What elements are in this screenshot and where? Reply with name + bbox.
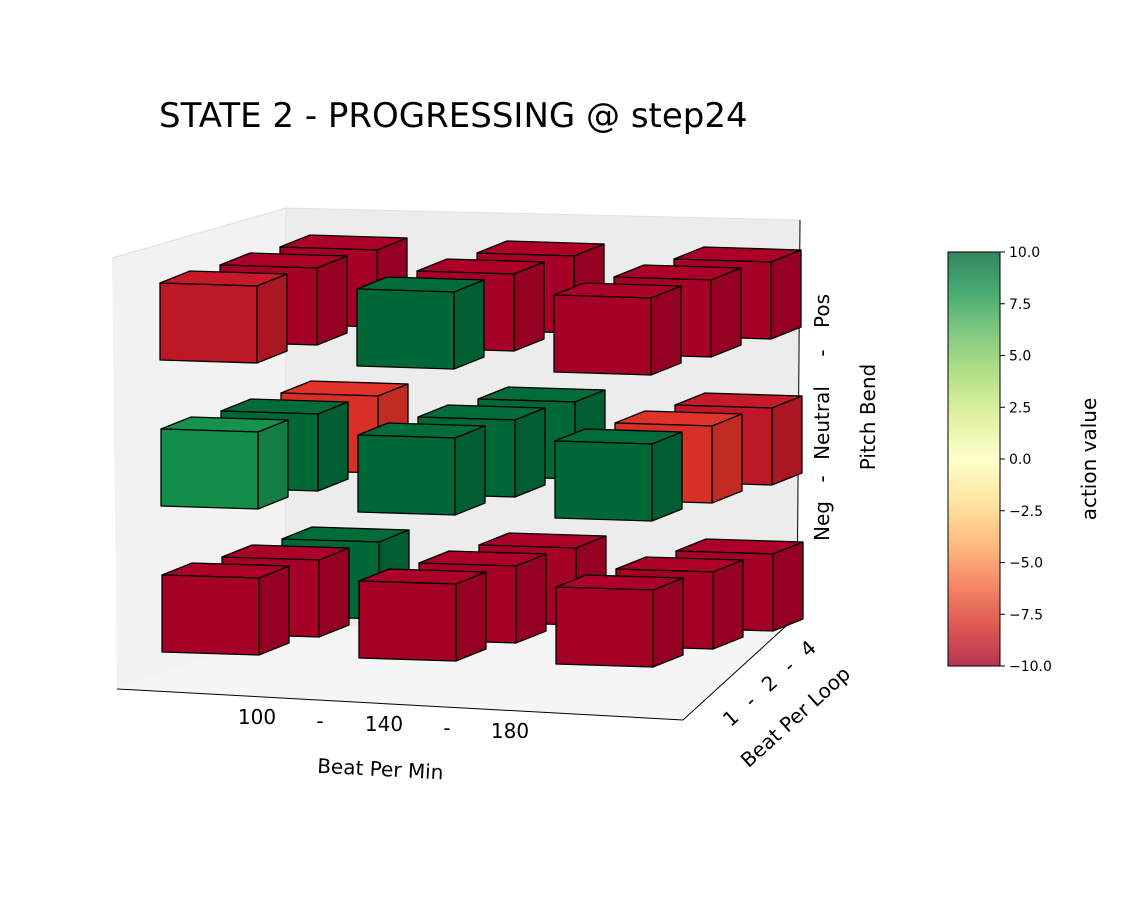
y-tick-label: 1 [718, 705, 744, 731]
x-tick-label: 100 [238, 705, 276, 729]
x-tick-label: 180 [491, 719, 529, 743]
cube-side-face [770, 249, 802, 340]
colorbar-tick-label: 2.5 [1009, 400, 1031, 416]
cube-140-1-pos [356, 276, 485, 370]
cube-front-face [159, 282, 258, 364]
cube-side-face [651, 431, 683, 522]
y-tick-label: - [778, 655, 799, 678]
y-tick-label: 2 [757, 670, 783, 696]
x-axis-line [116, 688, 684, 721]
cube-side-face [514, 407, 546, 498]
z-axis-label: Pitch Bend [856, 364, 880, 470]
cube-side-face [650, 285, 682, 376]
cube-side-face [652, 577, 684, 668]
z-tick-label: Pos [810, 294, 834, 328]
cube-100-1-pos [159, 270, 288, 364]
z-tick-label: Neutral [810, 386, 834, 460]
cube-140-1-neg [358, 568, 487, 662]
colorbar-tick-label: −5.0 [1009, 556, 1043, 572]
cube-side-face [318, 547, 350, 638]
cube-front-face [555, 586, 654, 668]
cube-side-face [453, 279, 485, 370]
x-tick-label: - [316, 709, 323, 733]
cube-side-face [772, 541, 804, 632]
z-tick-label: Neg [810, 501, 834, 541]
cube-side-face [771, 395, 803, 486]
cube-side-face [513, 261, 545, 352]
cube-front-face [356, 288, 455, 370]
cube-100-1-neutral [160, 416, 289, 510]
cube-side-face [258, 565, 290, 656]
colorbar-label: action value [1077, 398, 1101, 521]
cube-front-face [161, 574, 260, 656]
z-tick-label: - [810, 349, 834, 356]
cube-side-face [710, 267, 742, 358]
cube-layer [159, 234, 804, 668]
cube-180-1-neg [555, 574, 684, 668]
y-axis-label: Beat Per Loop [736, 661, 855, 772]
cube-side-face [257, 419, 289, 510]
cube-100-1-neg [161, 562, 290, 656]
cube-140-1-neutral [357, 422, 486, 516]
cube-side-face [712, 559, 744, 650]
colorbar-tick-label: 10.0 [1009, 245, 1040, 261]
colorbar-tick-label: −7.5 [1009, 607, 1043, 623]
colorbar-tick-label: 7.5 [1009, 297, 1031, 313]
cube-front-face [554, 440, 653, 522]
cube-side-face [454, 425, 486, 516]
x-tick-label: 140 [365, 712, 403, 736]
cube-front-face [553, 294, 652, 376]
y-axis-line [682, 615, 798, 721]
cube-side-face [317, 401, 349, 492]
y-tick-label: - [739, 689, 760, 712]
y-tick-label: 4 [795, 635, 821, 661]
cube-front-face [358, 580, 457, 662]
z-tick-label: - [810, 475, 834, 482]
x-tick-label: - [443, 716, 450, 740]
cube-side-face [515, 553, 547, 644]
colorbar-tick-label: −10.0 [1009, 659, 1052, 675]
cube-180-1-pos [553, 282, 682, 376]
chart-title: STATE 2 - PROGRESSING @ step24 [159, 96, 748, 136]
x-axis-label: Beat Per Min [317, 754, 444, 785]
cube-180-1-neutral [554, 428, 683, 522]
colorbar: 10.0 7.5 5.0 2.5 0.0 −2.5 −5.0 −7.5 −10.0 [947, 245, 1052, 675]
cube-side-face [711, 413, 743, 504]
colorbar-tick-label: −2.5 [1009, 504, 1043, 520]
cube-front-face [357, 434, 456, 516]
cube-front-face [160, 428, 259, 510]
cube-side-face [455, 571, 487, 662]
cube-side-face [316, 255, 348, 346]
colorbar-tick-label: 0.0 [1009, 452, 1031, 468]
cube-side-face [256, 273, 288, 364]
colorbar-tick-label: 5.0 [1009, 349, 1031, 365]
colorbar-gradient [948, 252, 1000, 666]
